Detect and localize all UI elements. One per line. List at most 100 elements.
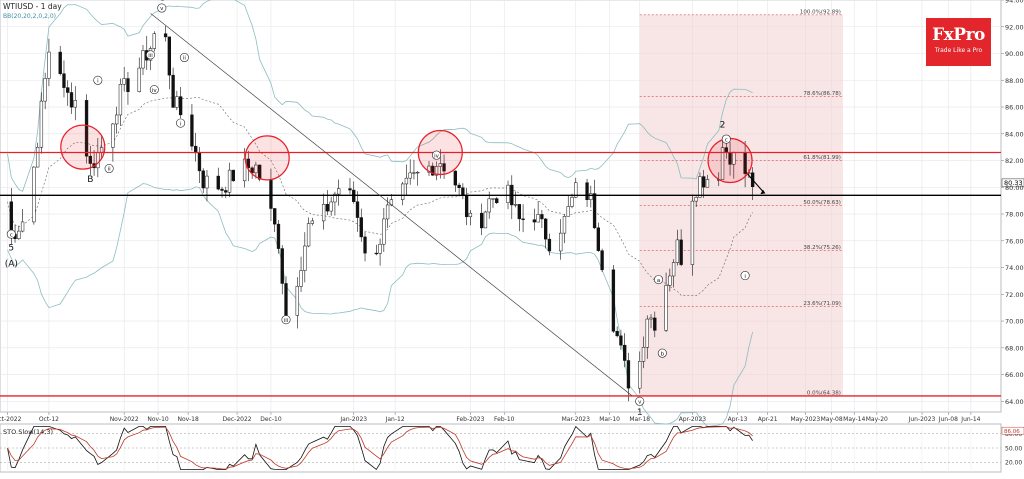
- candle-body: [668, 275, 672, 286]
- y-axis: 64.00 66.00 68.00 70.00 72.00 74.00 76.00 78.00…: [1001, 0, 1024, 406]
- wave-label-ring: [149, 85, 159, 95]
- highlight-circle: [417, 129, 463, 176]
- candle-body: [416, 171, 420, 174]
- candle-body: [694, 197, 698, 202]
- y-tick-label: 90.00: [1005, 50, 1024, 58]
- candle-body: [325, 204, 330, 212]
- stochastic-k-line: [7, 425, 753, 470]
- fib-level-label: 50.0%(78.63): [803, 200, 841, 206]
- x-tick-label: Dec-2022: [223, 416, 252, 423]
- candle-body: [675, 239, 680, 263]
- candle-body: [615, 331, 619, 337]
- horizontal-levels: 80.33: [0, 151, 1024, 397]
- x-tick-label: Mar-2023: [562, 416, 591, 423]
- x-tick-label: Jan-12: [385, 416, 405, 423]
- candle-body: [483, 211, 488, 229]
- y-tick-label: 70.00: [1005, 318, 1024, 326]
- bollinger-bands: [7, 0, 753, 428]
- candle-body: [220, 188, 224, 191]
- candle-body: [596, 227, 601, 251]
- fib-level-label: 78.6%(86.78): [803, 91, 841, 97]
- candle-body: [231, 169, 235, 182]
- candle-body: [495, 198, 499, 203]
- stochastic-d-line: [7, 426, 753, 470]
- candle-body: [679, 239, 683, 265]
- wave-label: 2: [720, 120, 726, 130]
- wave-label: c: [10, 232, 13, 238]
- wave-label: ii: [183, 56, 187, 62]
- candle-body: [641, 347, 646, 362]
- candle-body: [468, 212, 473, 218]
- candle-body: [623, 344, 627, 361]
- x-tick-label: Mar-10: [599, 416, 620, 423]
- candle-body: [382, 218, 386, 245]
- candle-body: [137, 67, 141, 92]
- candle-body: [378, 243, 382, 254]
- candle-body: [114, 114, 119, 125]
- candle-body: [201, 170, 205, 189]
- candle-body: [653, 317, 657, 331]
- x-tick-label: Jun-08: [938, 416, 958, 423]
- candle-body: [385, 204, 390, 220]
- wave-label: (A): [5, 260, 18, 270]
- candle-body: [400, 183, 405, 200]
- highlight-circle: [707, 137, 753, 184]
- candle-body: [374, 252, 378, 255]
- candle-body: [434, 166, 439, 176]
- wave-label-ring: [146, 50, 156, 60]
- candle-body: [589, 193, 593, 200]
- brand-tagline: Trade Like a Pro: [934, 47, 983, 54]
- wave-label-ring: [93, 75, 103, 85]
- projection-arrow: [744, 170, 765, 193]
- x-tick-label: Jun-2023: [908, 416, 936, 423]
- candle-body: [427, 165, 431, 173]
- x-tick-label: Jun-14: [960, 416, 980, 423]
- wave-label-ring: [157, 3, 167, 13]
- candle-body: [295, 286, 299, 316]
- candle-body: [246, 158, 251, 169]
- candle-body: [592, 193, 597, 229]
- wave-label-ring: [104, 164, 114, 174]
- candle-body: [671, 262, 676, 277]
- candle-body: [276, 223, 281, 249]
- candle-body: [487, 198, 491, 213]
- x-tick-label: Mar-18: [629, 416, 650, 423]
- candle-body: [32, 166, 36, 223]
- wave-label-ring: [654, 275, 664, 285]
- wave-label: iv: [434, 153, 440, 159]
- y-tick-label: 64.00: [1005, 398, 1024, 406]
- candle-body: [284, 283, 288, 316]
- candle-body: [559, 232, 563, 252]
- y-tick-label: 72.00: [1005, 291, 1024, 299]
- current-price-tag: [1001, 178, 1024, 188]
- candle-body: [570, 196, 574, 207]
- candle-body: [62, 73, 66, 88]
- candle-body: [585, 182, 589, 200]
- candle-body: [457, 184, 461, 189]
- bollinger-upper: [7, 0, 753, 192]
- x-tick-label: May-2023: [790, 416, 820, 423]
- candle-body: [619, 335, 623, 346]
- y-tick-label: 92.00: [1005, 23, 1024, 31]
- candle-body: [645, 318, 649, 348]
- candle-body: [163, 33, 168, 38]
- y-tick-label: 78.00: [1005, 211, 1024, 219]
- candle-body: [303, 245, 307, 271]
- wave-label-ring: [281, 315, 291, 325]
- candle-body: [329, 201, 333, 212]
- candle-body: [547, 238, 552, 252]
- candle-body: [43, 78, 47, 102]
- x-tick-label: Feb-2023: [456, 416, 484, 423]
- candle-body: [111, 123, 115, 148]
- candle-body: [532, 219, 537, 223]
- wave-label: b: [661, 351, 665, 357]
- candle-body: [269, 179, 273, 209]
- x-tick-label: May-08: [821, 416, 843, 423]
- main-pane-frame: [0, 0, 1002, 413]
- y-tick-label: 76.00: [1005, 237, 1024, 245]
- stochastic-value-tag: [1001, 426, 1024, 435]
- candle-body: [698, 176, 702, 198]
- candle-body: [242, 158, 247, 182]
